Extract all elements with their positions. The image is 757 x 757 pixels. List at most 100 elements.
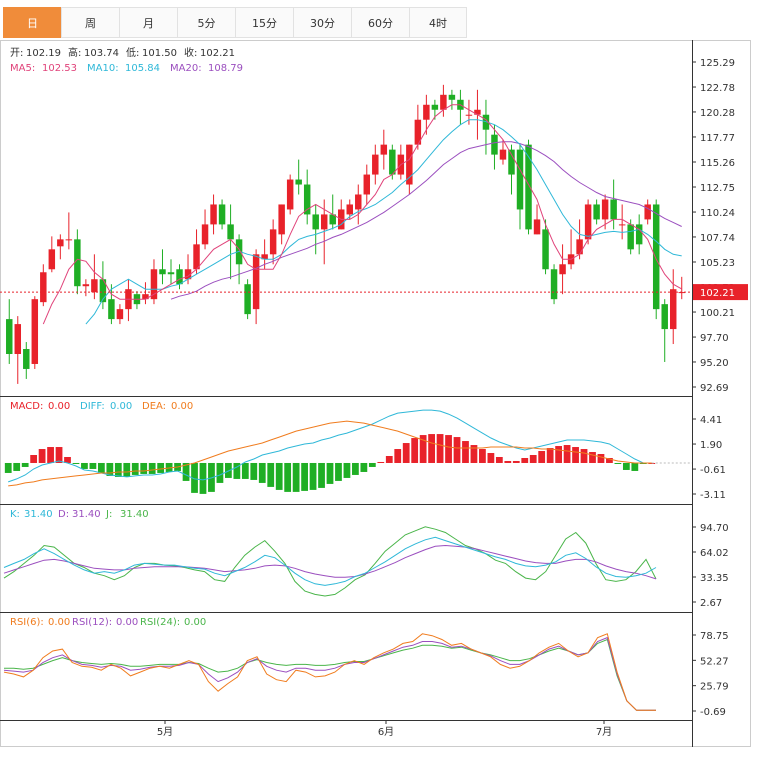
x-tick-label-0: 5月 <box>157 726 173 738</box>
macd-bar-31 <box>267 462 275 487</box>
candle-body-5 <box>48 249 56 270</box>
price-tick-label-13: 92.69 <box>700 383 729 394</box>
candle-body-59 <box>508 149 515 175</box>
low-label: 低: <box>126 46 139 59</box>
candle-body-74 <box>635 224 643 245</box>
macd-bar-71 <box>606 457 613 463</box>
d-label: D: <box>58 509 69 520</box>
candle-body-25 <box>218 204 226 225</box>
macd-bar-55 <box>470 445 478 463</box>
candle-body-31 <box>269 229 277 255</box>
kdj-tick-label-3: 2.67 <box>700 598 722 609</box>
close-value: 102.21 <box>200 48 235 59</box>
j-label: J: <box>105 509 112 520</box>
candle-body-77 <box>661 304 668 330</box>
dea-value: 0.00 <box>171 401 193 412</box>
open-label: 开: <box>10 48 23 59</box>
diff-label: DIFF: <box>80 401 105 412</box>
tab-6[interactable]: 60分 <box>351 7 409 38</box>
low-value: 101.50 <box>142 48 177 59</box>
ma20-value: 108.79 <box>208 63 243 74</box>
candle-body-0 <box>6 319 13 355</box>
macd-bar-58 <box>495 456 503 463</box>
candle-body-7 <box>65 239 73 241</box>
macd-bar-70 <box>597 454 605 463</box>
candle-body-10 <box>91 279 98 293</box>
tab-5[interactable]: 30分 <box>293 7 351 38</box>
tab-1[interactable]: 周 <box>61 7 119 38</box>
macd-bar-2 <box>21 462 29 467</box>
candle-body-17 <box>150 269 158 300</box>
macd-bar-3 <box>30 455 38 463</box>
tab-0[interactable]: 日 <box>3 7 61 38</box>
candle-body-12 <box>108 299 115 320</box>
candle-body-28 <box>244 284 251 315</box>
price-tick-label-0: 125.29 <box>700 58 735 69</box>
candle-body-3 <box>31 299 39 364</box>
macd-bar-51 <box>436 434 444 463</box>
macd-bar-15 <box>131 462 139 475</box>
rsi6-label: RSI(6): <box>10 617 44 628</box>
candle-body-48 <box>414 119 422 145</box>
macd-bar-69 <box>589 452 596 463</box>
macd-bar-11 <box>97 462 105 473</box>
macd-bar-62 <box>529 455 537 463</box>
macd-bar-72 <box>614 462 622 464</box>
candle-body-73 <box>627 224 634 250</box>
macd-bar-7 <box>64 456 71 463</box>
ma20-line <box>170 141 682 300</box>
macd-bar-64 <box>546 448 554 463</box>
macd-value: 0.00 <box>48 401 70 412</box>
candle-body-72 <box>618 224 626 226</box>
candle-body-58 <box>499 149 507 160</box>
macd-bar-49 <box>419 435 427 463</box>
macd-bar-45 <box>385 456 393 463</box>
candle-body-47 <box>406 144 413 185</box>
ma10-label: MA10: <box>87 63 119 74</box>
j-value: 31.40 <box>120 509 149 520</box>
candle-body-23 <box>201 224 209 245</box>
kdj-j-line <box>3 526 657 597</box>
macd-bar-18 <box>157 462 165 473</box>
candle-body-21 <box>184 269 192 280</box>
candle-body-64 <box>550 269 558 300</box>
k-value: 31.40 <box>24 509 53 520</box>
candle-body-24 <box>210 204 217 225</box>
candle-body-26 <box>227 224 234 240</box>
macd-bar-1 <box>13 462 21 471</box>
price-tick-label-7: 107.74 <box>700 233 735 244</box>
candle-body-40 <box>346 204 353 215</box>
macd-bar-16 <box>140 462 148 474</box>
macd-bar-28 <box>241 462 249 479</box>
candle-body-78 <box>669 289 677 330</box>
candle-body-69 <box>593 204 600 220</box>
last-price-tag <box>693 284 748 301</box>
tab-4[interactable]: 15分 <box>235 7 293 38</box>
macd-bar-22 <box>191 462 198 493</box>
candle-body-49 <box>423 104 430 120</box>
tab-7[interactable]: 4时 <box>409 7 467 38</box>
price-tick-label-5: 112.75 <box>700 183 735 194</box>
macd-bar-54 <box>462 441 469 463</box>
price-tick-label-2: 120.28 <box>700 108 735 119</box>
macd-bar-66 <box>563 445 571 463</box>
price-tick-label-11: 97.70 <box>700 333 729 344</box>
ma10-line <box>85 119 682 325</box>
candle-body-22 <box>193 244 200 270</box>
tab-2[interactable]: 月 <box>119 7 177 38</box>
candle-body-50 <box>431 104 439 110</box>
rsi6-value: 0.00 <box>48 617 70 628</box>
candle-body-37 <box>320 214 328 230</box>
candle-body-33 <box>286 179 294 210</box>
kdj-tick-label-2: 33.35 <box>700 573 729 584</box>
macd-bar-40 <box>343 462 351 478</box>
tab-3[interactable]: 5分 <box>177 7 235 38</box>
macd-bar-53 <box>453 437 461 463</box>
candle-body-4 <box>40 272 47 303</box>
x-tick-label-2: 7月 <box>596 726 612 738</box>
macd-bar-6 <box>55 447 63 463</box>
macd-bar-61 <box>521 457 529 463</box>
candle-body-1 <box>14 324 22 355</box>
rsi-tick-label-1: 52.27 <box>700 656 729 667</box>
